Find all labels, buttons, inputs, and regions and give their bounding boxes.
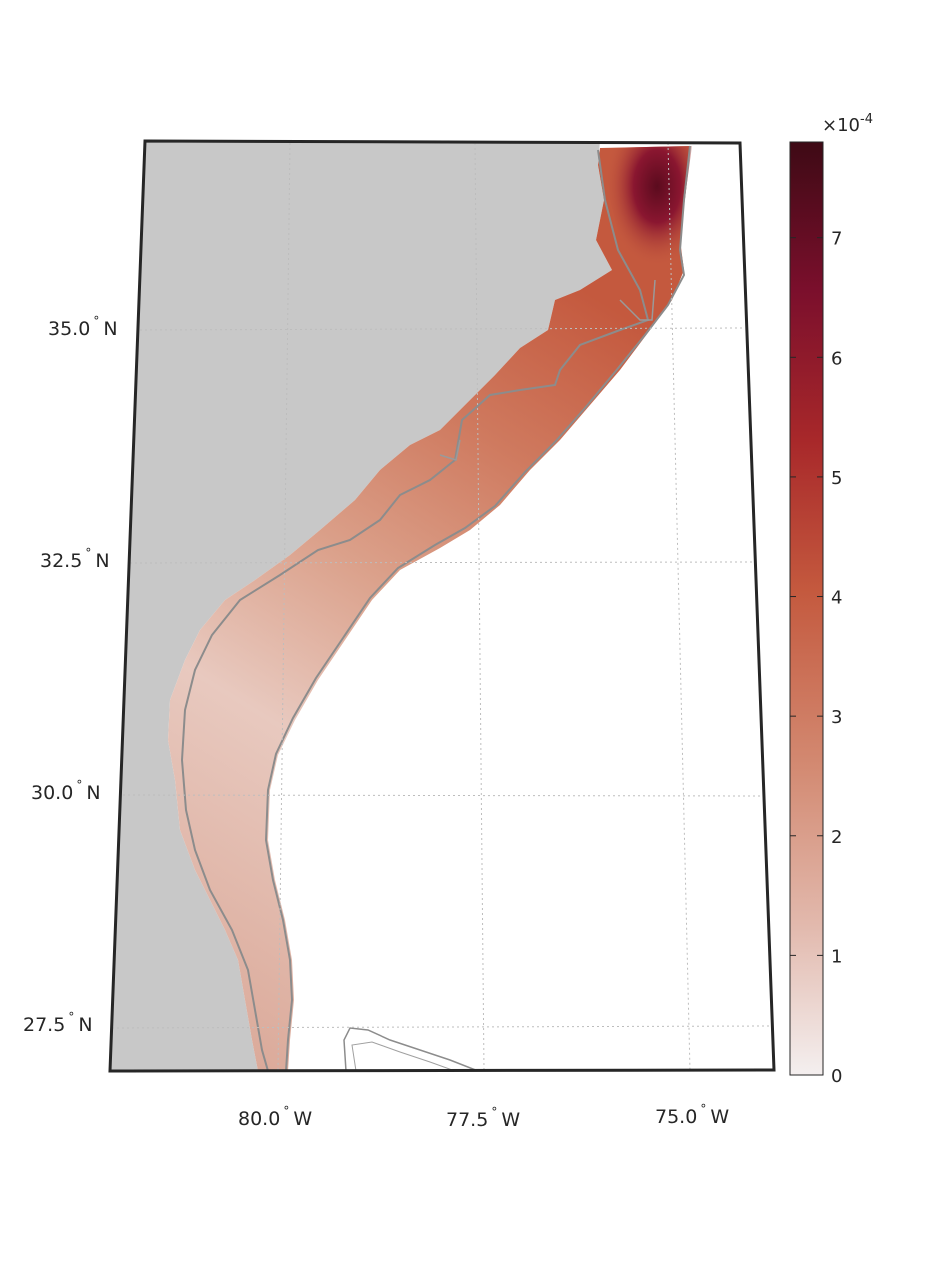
map-frame: [108, 139, 776, 1073]
shelf-concentration: [168, 146, 690, 1071]
lat-label-32-5: 32.5 ° N: [40, 546, 110, 572]
colorbar-tick-label: 3: [831, 707, 842, 728]
shelf-edge-contour: [264, 145, 691, 1071]
colorbar-exponent: ×10-4: [822, 112, 873, 136]
colorbar-ticks: 0 1 2 3 4 5 6 7: [790, 229, 842, 1087]
colorbar-tick-label: 2: [831, 827, 842, 848]
land-mass: [110, 141, 612, 1071]
graticule: [111, 142, 773, 1071]
latitude-labels: 35.0 ° N 32.5 ° N 30.0 ° N 27.5 ° N: [23, 314, 118, 1036]
lon-label-75: 75.0 ° W: [655, 1102, 729, 1128]
colorbar-gradient: [789, 141, 824, 1076]
lat-label-30: 30.0 ° N: [31, 778, 101, 804]
colorbar-tick-label: 0: [831, 1066, 842, 1087]
lon-label-80: 80.0 ° W: [238, 1104, 312, 1130]
bahamas-bank-outline: [343, 1027, 479, 1071]
lat-label-35: 35.0 ° N: [48, 314, 118, 340]
lat-label-27-5: 27.5 ° N: [23, 1010, 93, 1036]
shelf-break-contour: [439, 279, 656, 461]
lon-label-77-5: 77.5 ° W: [446, 1105, 520, 1131]
colorbar-tick-label: 1: [831, 946, 842, 967]
inner-contour: [180, 149, 650, 1071]
colorbar-tick-label: 5: [831, 468, 842, 489]
high-concentration-region: [605, 146, 692, 280]
colorbar-tick-label: 7: [831, 229, 842, 250]
colorbar-tick-label: 4: [831, 588, 842, 609]
bahamas-bank-inner: [351, 1041, 456, 1071]
colorbar: ×10-4 0 1 2 3 4 5 6 7: [789, 112, 873, 1087]
longitude-labels: 80.0 ° W 77.5 ° W 75.0 ° W: [238, 1102, 729, 1131]
colorbar-tick-label: 6: [831, 348, 842, 369]
map-area: [110, 141, 774, 1071]
